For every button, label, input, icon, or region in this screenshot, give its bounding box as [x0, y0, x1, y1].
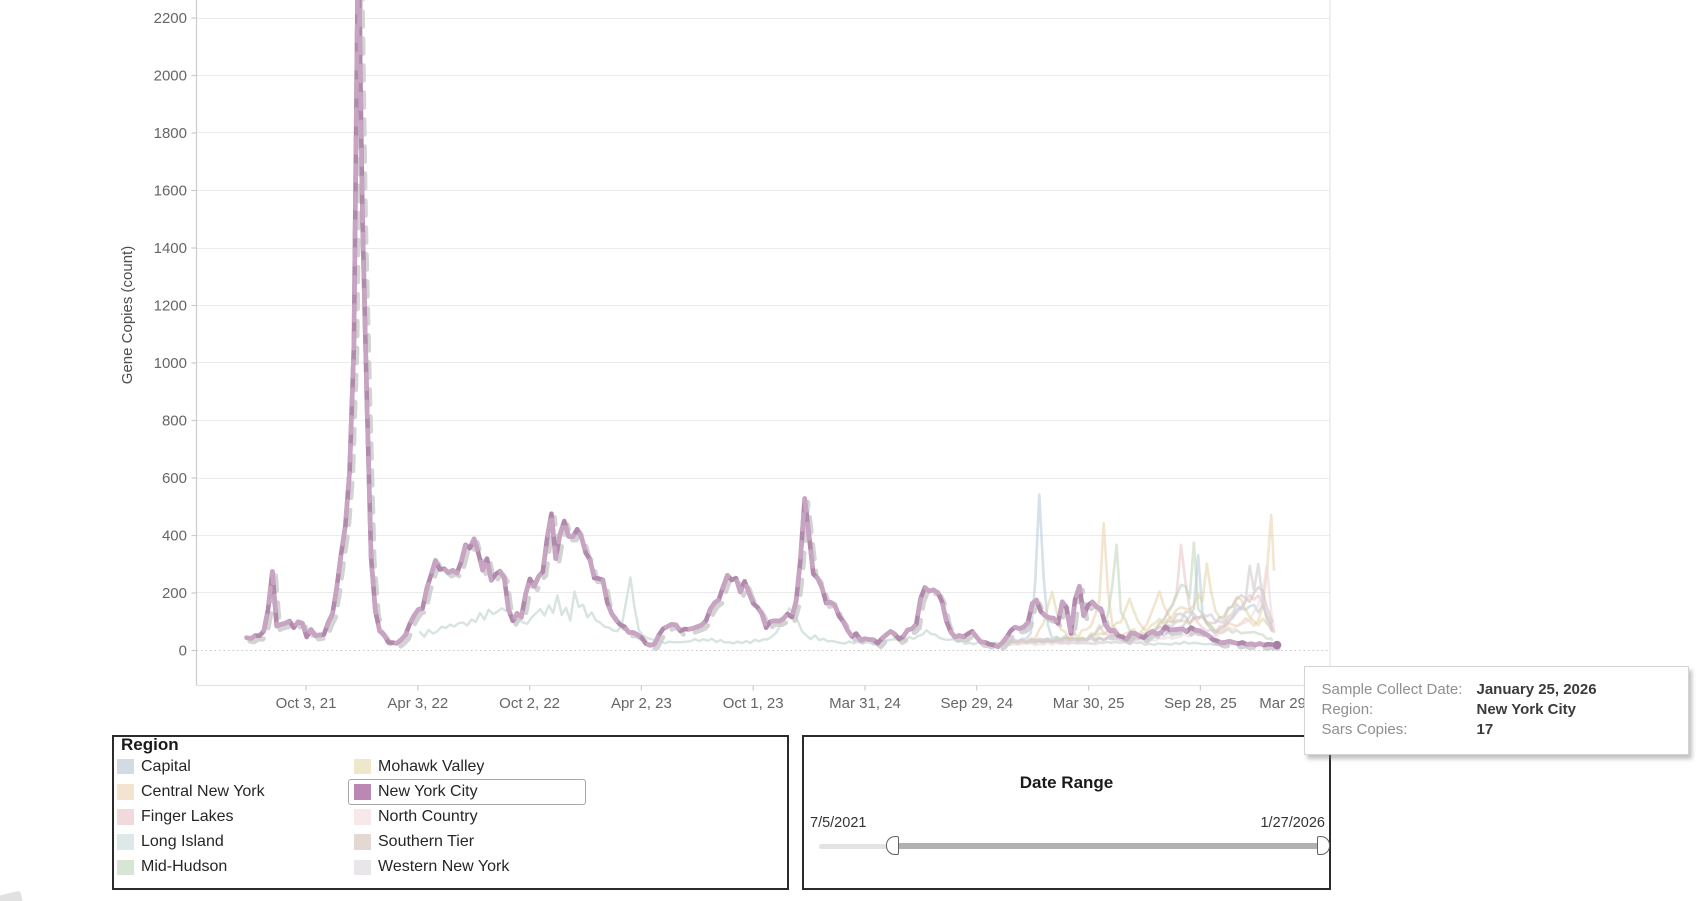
svg-text:Sep 28, 25: Sep 28, 25: [1164, 695, 1237, 712]
svg-text:600: 600: [162, 470, 187, 487]
svg-text:Sep 29, 24: Sep 29, 24: [941, 695, 1014, 712]
svg-text:Oct 2, 22: Oct 2, 22: [499, 695, 560, 712]
svg-text:2000: 2000: [154, 68, 187, 85]
svg-text:Mar 30, 25: Mar 30, 25: [1053, 695, 1125, 712]
svg-text:1000: 1000: [154, 355, 187, 372]
svg-text:1600: 1600: [154, 183, 187, 200]
svg-text:Oct 3, 21: Oct 3, 21: [276, 695, 337, 712]
svg-text:400: 400: [162, 528, 187, 545]
svg-text:Apr 2, 23: Apr 2, 23: [611, 695, 672, 712]
svg-text:Mar 31, 24: Mar 31, 24: [829, 695, 901, 712]
svg-text:200: 200: [162, 585, 187, 602]
svg-text:Oct 1, 23: Oct 1, 23: [723, 695, 784, 712]
svg-text:1800: 1800: [154, 125, 187, 142]
svg-text:Apr 3, 22: Apr 3, 22: [387, 695, 448, 712]
svg-text:1400: 1400: [154, 240, 187, 257]
svg-text:0: 0: [179, 643, 187, 660]
svg-text:1200: 1200: [154, 298, 187, 315]
svg-text:Gene Copies (count): Gene Copies (count): [119, 246, 136, 384]
svg-text:2200: 2200: [154, 10, 187, 27]
svg-text:800: 800: [162, 413, 187, 430]
